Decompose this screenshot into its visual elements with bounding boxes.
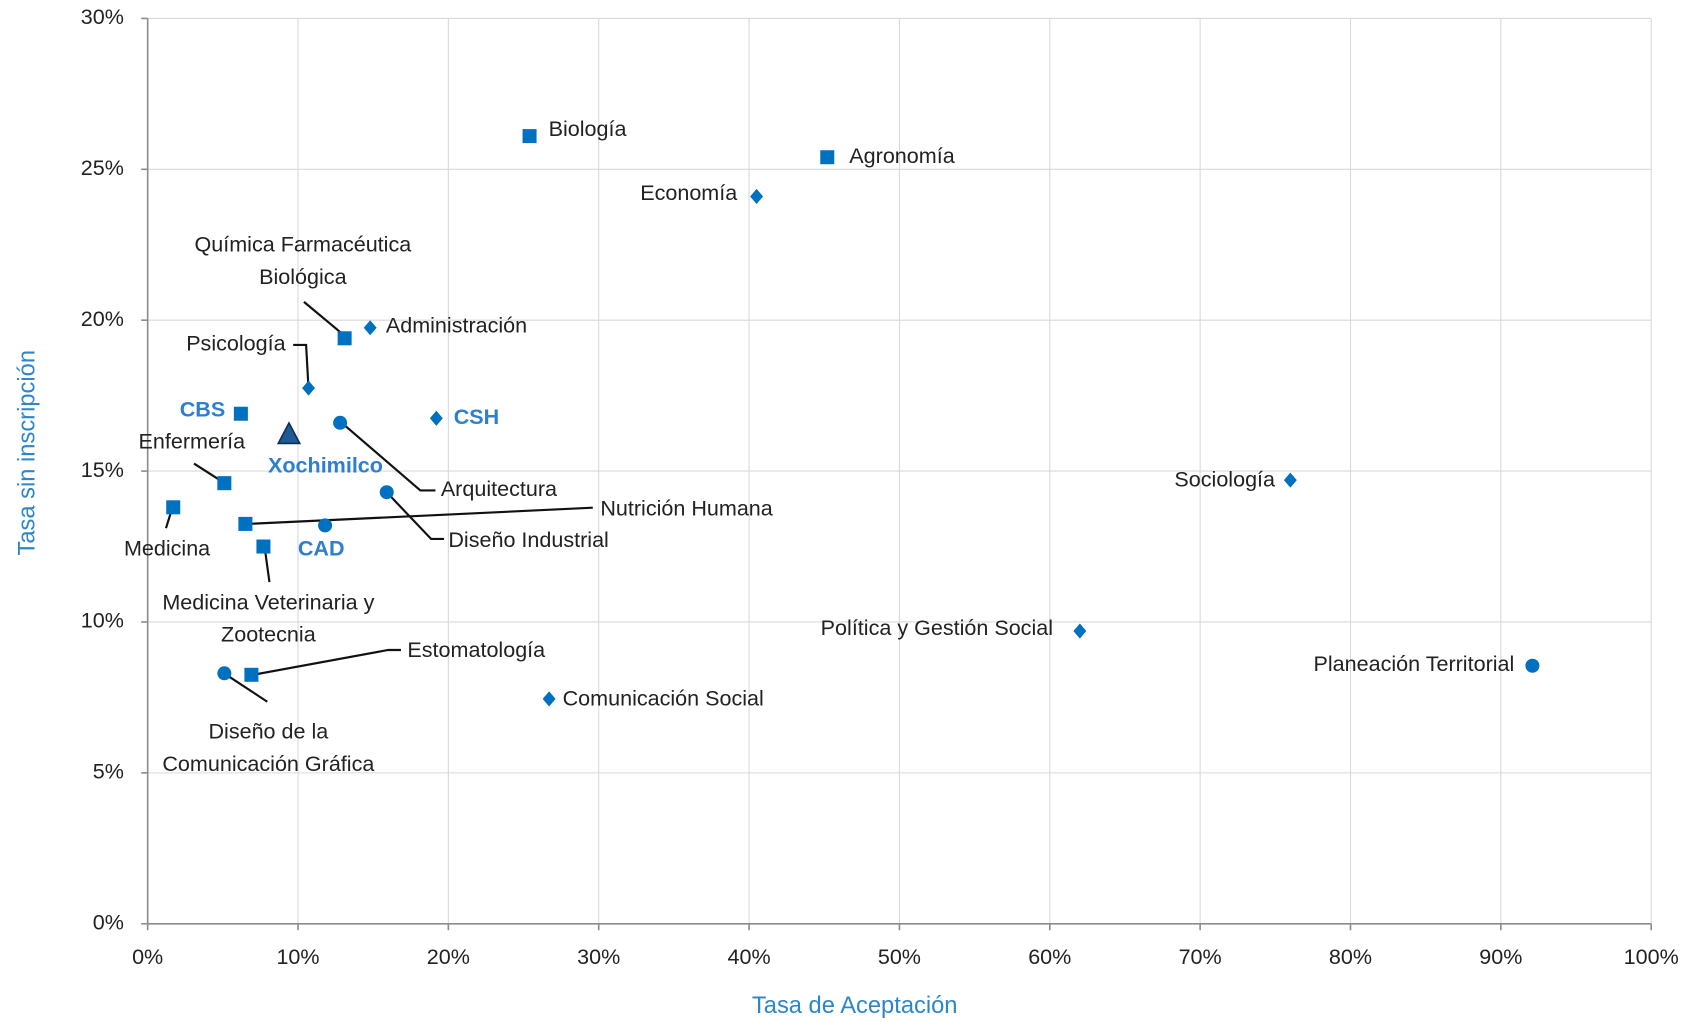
point-label: Zootecnia xyxy=(221,622,316,647)
leader-line xyxy=(253,648,401,676)
point-label: Agronomía xyxy=(849,143,954,168)
x-axis-title: Tasa de Aceptación xyxy=(752,993,958,1019)
point-label: Política y Gestión Social xyxy=(821,615,1053,640)
x-tick-label: 60% xyxy=(1028,944,1071,969)
point-label: Diseño de la xyxy=(208,719,328,744)
point xyxy=(379,485,394,500)
y-tick-label: 20% xyxy=(81,306,124,331)
point xyxy=(363,320,377,336)
y-axis-title: Tasa sin inscripción xyxy=(14,350,40,556)
point xyxy=(542,691,556,707)
y-tick-label: 15% xyxy=(81,457,124,482)
point-label: Medicina Veterinaria y xyxy=(162,589,374,614)
point-label: Biológica xyxy=(259,264,346,289)
x-tick-label: 30% xyxy=(577,944,620,969)
point xyxy=(522,129,537,144)
leader-line xyxy=(342,422,436,492)
point xyxy=(750,188,764,205)
point-label: Administración xyxy=(386,312,527,337)
x-tick-label: 80% xyxy=(1329,944,1372,969)
point-label: Arquitectura xyxy=(441,476,557,501)
point-label: Xochimilco xyxy=(268,452,383,477)
point xyxy=(1283,472,1297,488)
point xyxy=(302,380,316,396)
point xyxy=(233,406,248,421)
point-label: Comunicación Social xyxy=(563,685,764,710)
point xyxy=(276,421,302,445)
leader-line xyxy=(264,550,271,583)
y-tick-label: 0% xyxy=(93,909,124,934)
x-tick-label: 40% xyxy=(728,944,771,969)
point xyxy=(217,666,232,681)
x-tick-label: 50% xyxy=(878,944,921,969)
leader-line xyxy=(293,343,310,384)
point-label: Sociología xyxy=(1174,466,1275,491)
point-label: Diseño Industrial xyxy=(448,527,608,552)
point-label: Enfermería xyxy=(139,429,246,454)
leader-line xyxy=(193,462,222,482)
y-tick-label: 5% xyxy=(93,759,124,784)
x-tick-label: 90% xyxy=(1479,944,1522,969)
point-label: Química Farmacéutica xyxy=(194,232,411,257)
point xyxy=(429,410,443,426)
leader-line xyxy=(388,494,445,541)
point xyxy=(318,518,333,533)
point xyxy=(238,516,253,531)
x-tick-label: 100% xyxy=(1624,944,1679,969)
point-label: Planeación Territorial xyxy=(1313,651,1514,676)
y-tick-label: 30% xyxy=(81,4,124,29)
y-tick-label: 10% xyxy=(81,608,124,633)
point-label: Nutrición Humana xyxy=(600,496,772,521)
leader-line xyxy=(303,301,344,336)
point xyxy=(256,539,271,554)
point xyxy=(820,150,835,165)
x-tick-label: 70% xyxy=(1179,944,1222,969)
point xyxy=(166,500,181,515)
point-label: Medicina xyxy=(124,535,210,560)
point xyxy=(337,331,352,346)
leader-line xyxy=(247,506,593,525)
point-label: Comunicación Gráfica xyxy=(162,751,374,776)
leader-line xyxy=(225,673,268,703)
point xyxy=(1073,623,1087,639)
point-label: CSH xyxy=(454,404,500,429)
x-tick-label: 20% xyxy=(427,944,470,969)
point xyxy=(1525,658,1540,673)
point xyxy=(217,476,232,491)
point-label: CAD xyxy=(298,535,345,560)
x-tick-label: 0% xyxy=(132,944,163,969)
point-label: Economía xyxy=(640,180,737,205)
y-tick-label: 25% xyxy=(81,155,124,180)
x-tick-label: 10% xyxy=(276,944,319,969)
point xyxy=(333,415,348,430)
point-label: Psicología xyxy=(186,331,285,356)
point-label: Estomatología xyxy=(407,637,545,662)
point-label: Biología xyxy=(549,116,627,141)
point-label: CBS xyxy=(180,396,226,421)
point xyxy=(244,667,259,682)
